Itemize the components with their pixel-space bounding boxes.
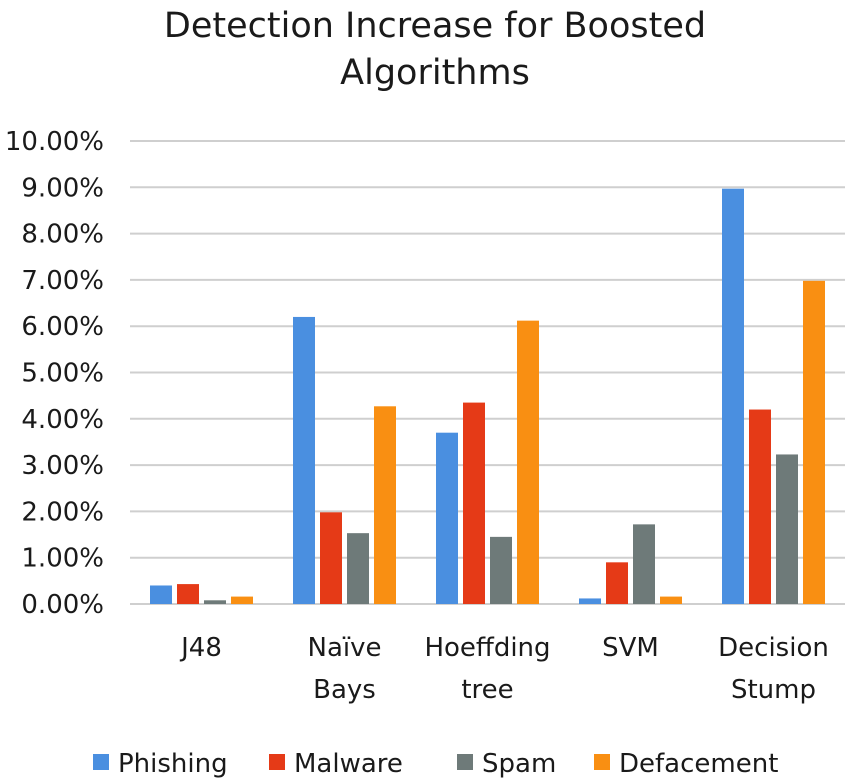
x-category-label: SVM	[602, 633, 659, 663]
bar-phishing	[150, 585, 172, 604]
x-category-label: J48	[179, 633, 222, 663]
bar-defacement	[660, 596, 682, 604]
x-category-label: Stump	[731, 675, 816, 705]
bar-defacement	[803, 280, 825, 604]
y-tick-label: 2.00%	[21, 497, 104, 527]
bar-spam	[633, 524, 655, 604]
x-category-label: Bays	[313, 675, 376, 705]
bar-spam	[347, 533, 369, 604]
legend-label: Malware	[294, 749, 403, 779]
legend-swatch-malware	[269, 754, 285, 770]
bar-phishing	[436, 432, 458, 604]
bar-defacement	[517, 320, 539, 604]
bar-phishing	[722, 188, 744, 604]
y-tick-label: 9.00%	[21, 173, 104, 203]
y-tick-label: 3.00%	[21, 451, 104, 481]
x-category-label: Decision	[718, 633, 829, 663]
y-tick-label: 7.00%	[21, 266, 104, 296]
bar-malware	[749, 409, 771, 604]
y-tick-label: 10.00%	[5, 127, 104, 157]
legend-swatch-spam	[457, 754, 473, 770]
bar-defacement	[231, 596, 253, 604]
bar-phishing	[293, 316, 315, 604]
legend-label: Phishing	[118, 749, 228, 779]
bar-spam	[490, 536, 512, 604]
chart-title-line: Detection Increase for Boosted	[164, 6, 706, 46]
legend-label: Defacement	[619, 749, 778, 779]
legend-swatch-phishing	[93, 754, 109, 770]
chart-title-line: Algorithms	[340, 53, 530, 93]
legend: Phishing Malware Spam Defacement	[93, 749, 778, 779]
y-tick-label: 0.00%	[21, 590, 104, 620]
bar-malware	[320, 512, 342, 604]
bar-phishing	[579, 598, 601, 604]
y-tick-label: 1.00%	[21, 544, 104, 574]
y-axis-tick-labels: 0.00% 1.00% 2.00% 3.00% 4.00% 5.00% 6.00% 7.00%…	[5, 127, 104, 620]
bar-malware	[463, 402, 485, 604]
x-category-label: tree	[461, 675, 513, 705]
x-axis-category-labels: J48 Naïve Bays Hoeffding tree SVM Decision Stum…	[179, 633, 829, 705]
legend-label: Spam	[482, 749, 556, 779]
x-category-label: Naïve	[308, 633, 382, 663]
bar-defacement	[374, 406, 396, 604]
chart-title: Detection Increase for Boosted Algorithms	[164, 6, 706, 93]
y-tick-label: 5.00%	[21, 359, 104, 389]
y-tick-label: 8.00%	[21, 220, 104, 250]
bar-spam	[204, 600, 226, 604]
y-tick-label: 6.00%	[21, 312, 104, 342]
bar-malware	[606, 562, 628, 604]
x-category-label: Hoeffding	[424, 633, 550, 663]
bar-malware	[177, 584, 199, 604]
gridlines	[130, 140, 845, 605]
bars	[150, 188, 825, 604]
legend-swatch-defacement	[594, 754, 610, 770]
y-tick-label: 4.00%	[21, 405, 104, 435]
bar-spam	[776, 454, 798, 604]
